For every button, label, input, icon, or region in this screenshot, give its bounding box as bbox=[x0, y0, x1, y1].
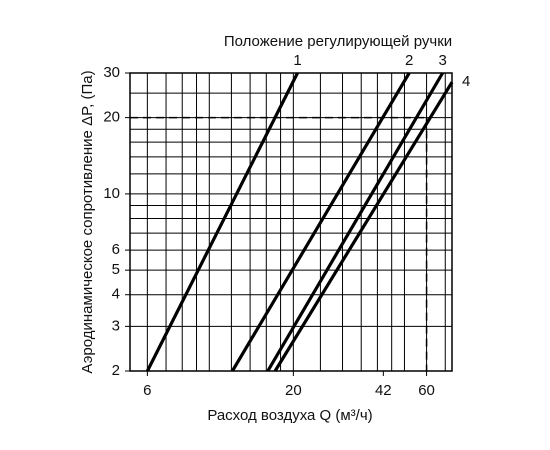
y-tick-label: 6 bbox=[112, 241, 120, 258]
series-label: 4 bbox=[462, 73, 470, 90]
series-label: 1 bbox=[293, 52, 301, 69]
series-line bbox=[145, 72, 299, 372]
y-tick-label: 2 bbox=[112, 362, 120, 379]
plot-frame bbox=[129, 72, 453, 372]
chart-title: Положение регулирующей ручки bbox=[224, 33, 452, 50]
series-label: 2 bbox=[405, 52, 413, 69]
x-tick-label: 42 bbox=[375, 382, 392, 399]
x-tick-label: 60 bbox=[418, 382, 435, 399]
x-axis-label: Расход воздуха Q (м³/ч) bbox=[207, 407, 372, 424]
y-tick-label: 20 bbox=[103, 109, 120, 126]
y-tick-label: 30 bbox=[103, 64, 120, 81]
x-tick-label: 6 bbox=[143, 382, 151, 399]
y-tick-label: 3 bbox=[112, 317, 120, 334]
y-axis-label: Аэродинамическое сопротивление ΔP, (Па) bbox=[79, 70, 96, 373]
series-line bbox=[266, 72, 444, 372]
x-tick-label: 20 bbox=[285, 382, 302, 399]
y-tick-label: 10 bbox=[103, 185, 120, 202]
series-line bbox=[231, 72, 411, 372]
series-line bbox=[273, 81, 454, 372]
series-label: 3 bbox=[438, 52, 446, 69]
y-tick-label: 5 bbox=[112, 261, 120, 278]
y-tick-label: 4 bbox=[112, 286, 120, 303]
